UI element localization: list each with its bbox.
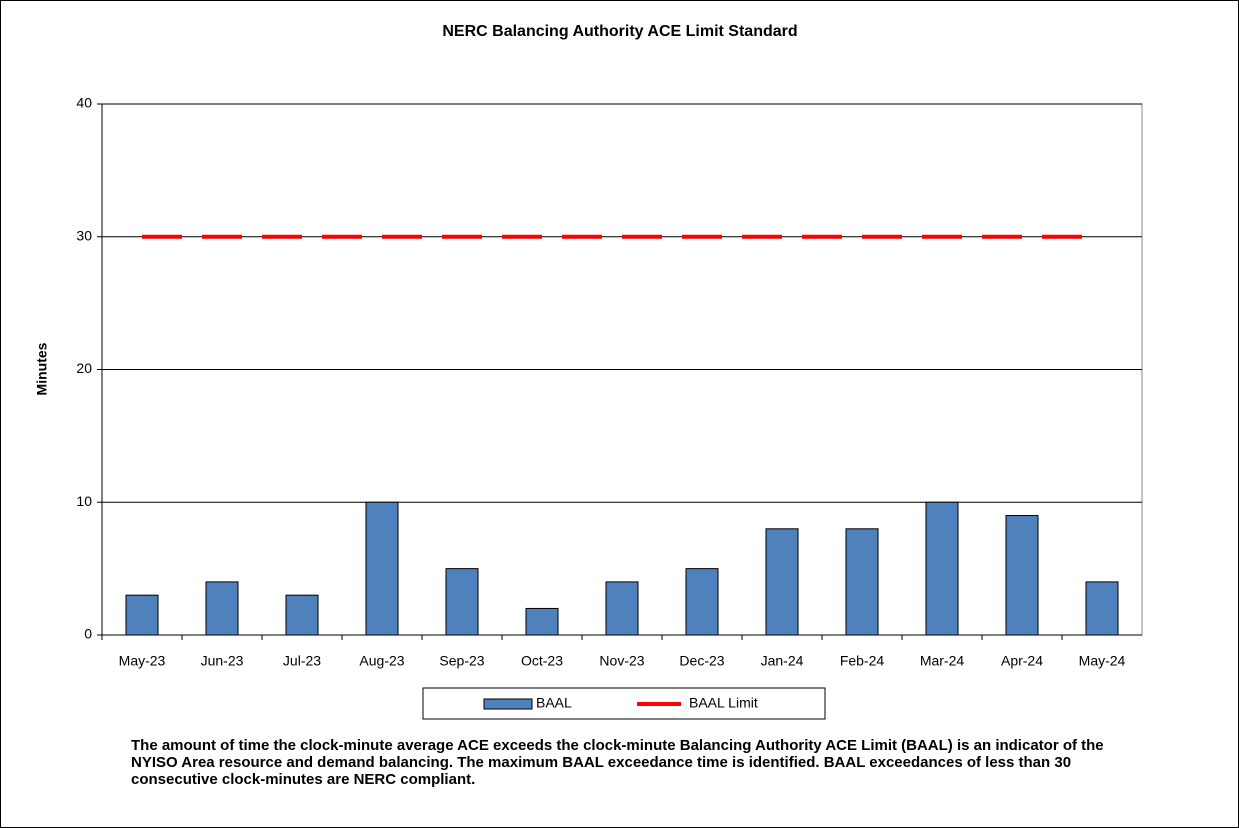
x-tick-label: Dec-23 xyxy=(679,653,724,669)
x-tick-label: Oct-23 xyxy=(521,653,563,669)
bar xyxy=(445,568,479,636)
legend-label: BAAL Limit xyxy=(689,695,758,711)
bar xyxy=(925,501,959,636)
y-tick-label: 0 xyxy=(84,626,92,642)
x-tick-label: Mar-24 xyxy=(920,653,965,669)
x-tick-label: May-24 xyxy=(1079,653,1126,669)
chart-title: NERC Balancing Authority ACE Limit Stand… xyxy=(442,23,797,40)
legend-label: BAAL xyxy=(536,695,572,711)
x-tick-label: Jun-23 xyxy=(201,653,244,669)
y-tick-label: 30 xyxy=(76,227,92,243)
x-tick-label: Jan-24 xyxy=(761,653,804,669)
bar xyxy=(125,594,159,636)
bar xyxy=(525,607,559,636)
y-tick-label: 20 xyxy=(76,360,92,376)
x-tick-label: Jul-23 xyxy=(283,653,321,669)
x-tick-label: May-23 xyxy=(119,653,166,669)
bar xyxy=(765,528,799,636)
bar xyxy=(1005,515,1039,636)
x-tick-label: Feb-24 xyxy=(840,653,885,669)
y-tick-label: 40 xyxy=(76,95,92,111)
legend-swatch xyxy=(483,698,533,710)
y-axis-label: Minutes xyxy=(34,342,50,395)
x-tick-label: Nov-23 xyxy=(599,653,644,669)
bar xyxy=(845,528,879,636)
x-tick-label: Apr-24 xyxy=(1001,653,1043,669)
bar xyxy=(205,581,239,636)
x-tick-label: Aug-23 xyxy=(359,653,404,669)
bar xyxy=(605,581,639,636)
x-tick-label: Sep-23 xyxy=(439,653,484,669)
bar xyxy=(1085,581,1119,636)
legend-box xyxy=(422,687,826,720)
y-tick-label: 10 xyxy=(76,493,92,509)
bar xyxy=(365,501,399,636)
footnote: The amount of time the clock-minute aver… xyxy=(131,737,1104,788)
bar xyxy=(685,568,719,636)
bar xyxy=(285,594,319,636)
